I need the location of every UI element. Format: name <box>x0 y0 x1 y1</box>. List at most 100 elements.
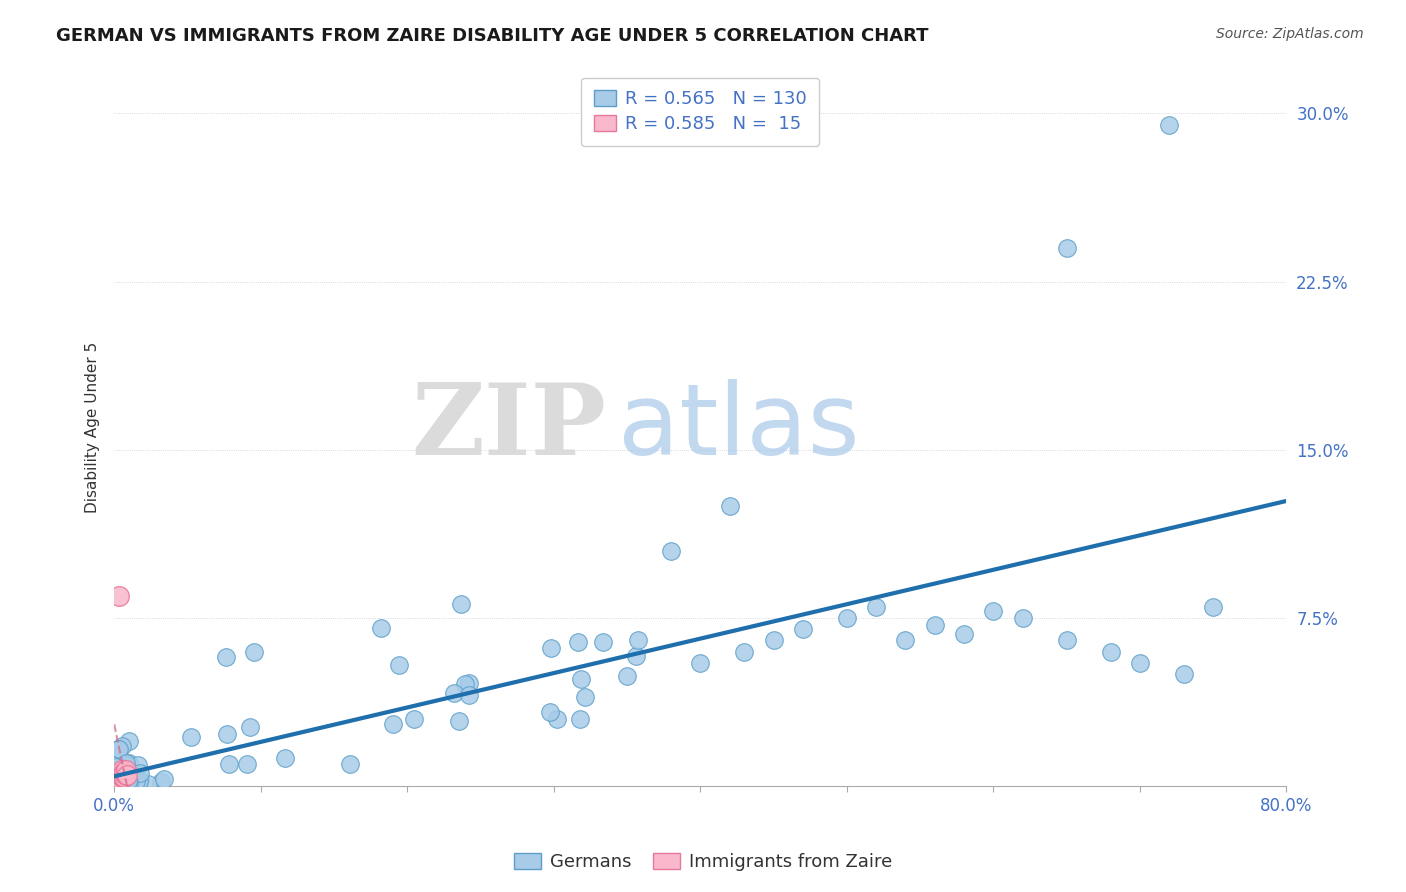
Point <box>114 776 136 790</box>
Point <box>115 768 138 782</box>
Point <box>114 777 136 791</box>
Point <box>1159 118 1181 132</box>
Point <box>114 765 136 780</box>
Point <box>104 766 127 780</box>
Point <box>339 756 361 771</box>
Point <box>449 714 471 728</box>
Point <box>124 777 146 791</box>
Point <box>117 777 139 791</box>
Point <box>107 777 129 791</box>
Point <box>110 774 132 789</box>
Point <box>924 617 946 632</box>
Point <box>953 626 976 640</box>
Point <box>110 775 132 789</box>
Point <box>104 767 127 781</box>
Point <box>110 775 132 789</box>
Point <box>114 776 136 790</box>
Point <box>1202 599 1225 614</box>
Point <box>108 772 131 787</box>
Point <box>115 772 138 787</box>
Point <box>107 776 129 790</box>
Point <box>104 766 127 780</box>
Point <box>112 775 135 789</box>
Point <box>1099 644 1122 658</box>
Text: GERMAN VS IMMIGRANTS FROM ZAIRE DISABILITY AGE UNDER 5 CORRELATION CHART: GERMAN VS IMMIGRANTS FROM ZAIRE DISABILI… <box>56 27 929 45</box>
Point <box>110 763 132 777</box>
Point <box>180 731 202 745</box>
Point <box>108 768 131 782</box>
Point <box>454 677 477 691</box>
Point <box>107 769 129 783</box>
Point <box>381 717 404 731</box>
Point <box>104 777 127 791</box>
Point <box>111 764 134 778</box>
Point <box>104 769 127 783</box>
Point <box>112 761 135 775</box>
Point <box>659 543 682 558</box>
Point <box>117 772 139 786</box>
Point <box>114 777 136 791</box>
Point <box>215 650 238 665</box>
Point <box>117 768 139 782</box>
Point <box>129 772 152 787</box>
Point <box>627 633 650 648</box>
Point <box>115 777 138 791</box>
Point <box>112 769 135 783</box>
Point <box>239 720 262 734</box>
Point <box>574 690 596 705</box>
Point <box>107 589 129 603</box>
Point <box>215 727 238 741</box>
Point <box>115 764 138 778</box>
Legend: R = 0.565   N = 130, R = 0.585   N =  15: R = 0.565 N = 130, R = 0.585 N = 15 <box>582 78 820 145</box>
Point <box>624 649 647 664</box>
Point <box>117 777 139 791</box>
Point <box>105 768 128 782</box>
Point <box>443 685 465 699</box>
Point <box>567 635 589 649</box>
Point <box>118 768 141 782</box>
Point <box>1011 611 1033 625</box>
Point <box>108 771 131 785</box>
Point <box>118 734 141 748</box>
Point <box>112 777 135 791</box>
Point <box>865 599 887 614</box>
Point <box>114 758 136 772</box>
Point <box>1056 241 1078 255</box>
Point <box>114 774 136 789</box>
Point <box>546 712 568 726</box>
Point <box>118 777 141 791</box>
Point <box>112 763 135 777</box>
Point <box>450 597 472 611</box>
Point <box>110 772 132 787</box>
Point <box>568 712 591 726</box>
Point <box>733 644 755 658</box>
Point <box>114 771 136 785</box>
Point <box>110 768 132 782</box>
Point <box>894 633 917 648</box>
Point <box>117 773 139 788</box>
Point <box>111 772 134 786</box>
Point <box>243 645 266 659</box>
Point <box>118 775 141 789</box>
Point <box>107 742 129 756</box>
Point <box>118 776 141 790</box>
Point <box>718 499 741 513</box>
Point <box>108 762 131 776</box>
Point <box>105 774 128 789</box>
Point <box>107 768 129 782</box>
Point <box>125 769 148 783</box>
Text: Source: ZipAtlas.com: Source: ZipAtlas.com <box>1216 27 1364 41</box>
Point <box>107 777 129 791</box>
Point <box>104 777 127 791</box>
Point <box>792 622 814 636</box>
Point <box>111 776 134 790</box>
Point <box>128 773 150 788</box>
Point <box>983 604 1005 618</box>
Point <box>127 758 149 772</box>
Point <box>110 770 132 784</box>
Point <box>111 770 134 784</box>
Point <box>110 775 132 789</box>
Point <box>107 772 129 786</box>
Point <box>835 611 858 625</box>
Point <box>114 756 136 770</box>
